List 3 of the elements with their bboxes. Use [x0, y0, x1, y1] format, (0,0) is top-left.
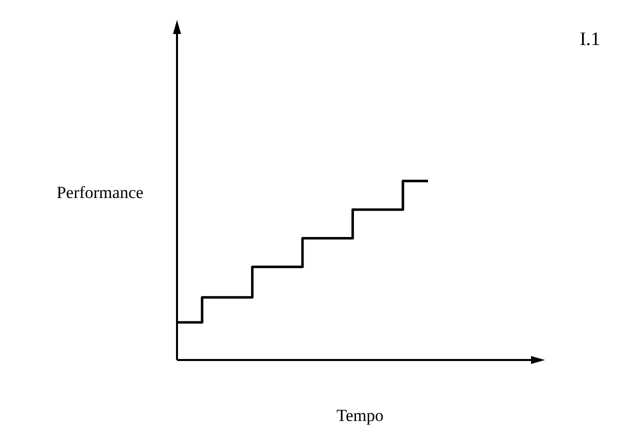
y-axis-title: Performance — [56, 183, 144, 202]
x-axis-title: Tempo — [336, 406, 384, 425]
text: I.1 — [580, 29, 600, 50]
